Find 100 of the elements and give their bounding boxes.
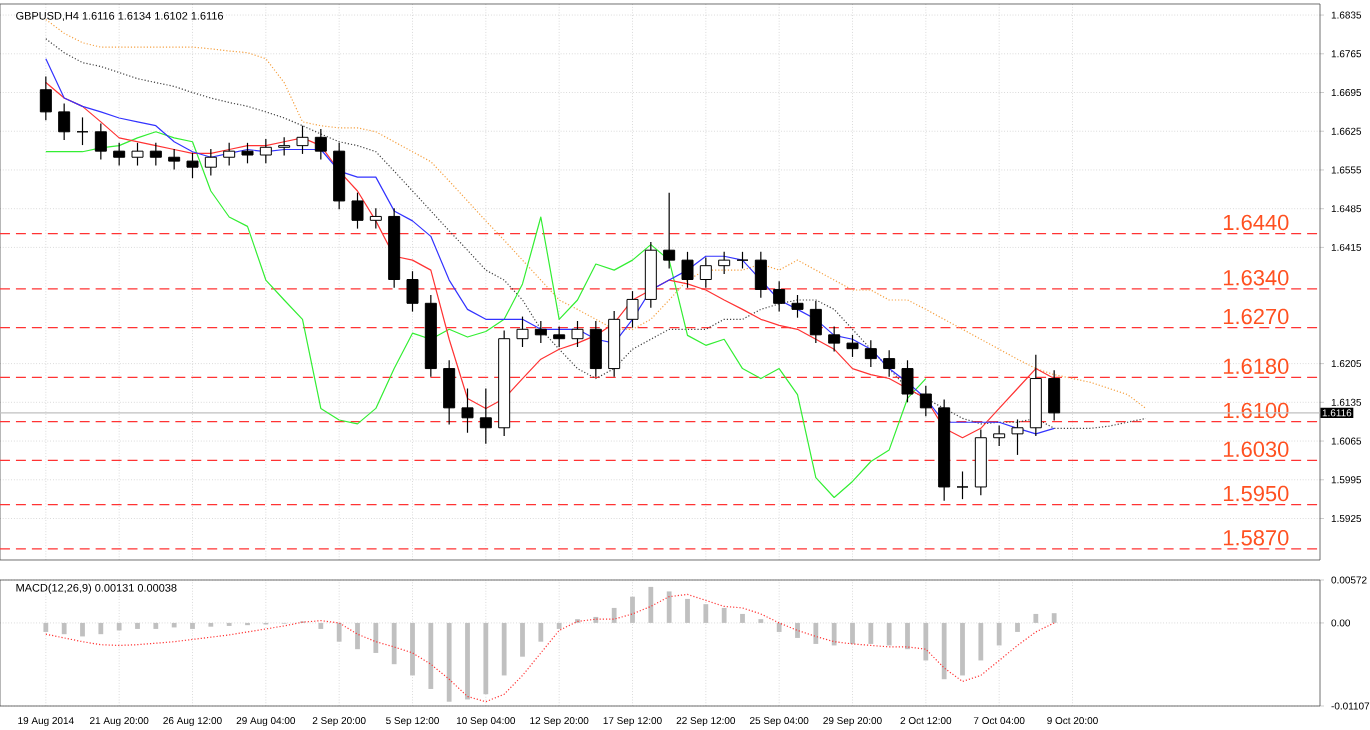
bar (410, 622, 415, 676)
candlestick (94, 122, 107, 161)
bar (850, 622, 855, 644)
bar (520, 622, 525, 657)
bar (776, 622, 782, 632)
bar (685, 598, 690, 623)
candlestick (58, 102, 71, 141)
candlestick (589, 320, 602, 378)
candlestick (443, 359, 456, 426)
candlestick (516, 315, 529, 348)
bar (501, 622, 507, 676)
candlestick (993, 424, 1006, 447)
bar (355, 622, 360, 650)
candlestick (901, 359, 914, 403)
ref-line-label: 1.6030 (1223, 441, 1289, 458)
candlestick (754, 251, 767, 299)
bar (740, 613, 745, 623)
candlestick (113, 142, 126, 167)
ref-line-label: 1.6440 (1223, 214, 1289, 231)
bar (1033, 613, 1039, 623)
candlestick (351, 192, 364, 230)
bar (960, 622, 965, 676)
bar (813, 622, 819, 644)
candlestick (39, 75, 52, 121)
candlestick (168, 148, 181, 171)
bar (1051, 613, 1057, 623)
candlestick (846, 334, 859, 358)
candlestick (241, 142, 254, 164)
candlestick (773, 280, 786, 313)
bar (483, 622, 489, 695)
bar (465, 622, 470, 700)
bar (373, 622, 379, 653)
bar (153, 622, 159, 629)
bar (593, 616, 599, 623)
bar (978, 622, 984, 661)
candlestick (956, 470, 969, 500)
bar (336, 622, 342, 642)
candlestick (1048, 369, 1061, 422)
bar (703, 604, 709, 623)
candlestick (278, 136, 291, 157)
bar (721, 607, 727, 623)
bar (996, 622, 1002, 646)
candlestick (553, 325, 566, 348)
candlestick (571, 320, 584, 348)
candlestick (864, 339, 877, 368)
bar (116, 622, 122, 631)
candlestick (626, 290, 639, 329)
candlestick (699, 256, 712, 289)
candlestick (461, 387, 474, 434)
bar (556, 622, 562, 629)
bar (190, 622, 195, 629)
bar (611, 607, 617, 623)
candlestick (809, 300, 822, 344)
bar (171, 622, 177, 628)
bar (905, 622, 910, 650)
candlestick (204, 148, 217, 177)
candlestick (663, 192, 676, 270)
bar (886, 622, 892, 646)
candlestick (149, 142, 162, 167)
candlestick (791, 294, 804, 319)
bar (391, 622, 397, 665)
candlestick (828, 325, 841, 353)
bar (98, 622, 104, 635)
bar (630, 596, 635, 623)
candlestick (718, 251, 731, 275)
bar (446, 622, 452, 702)
candlestick (1011, 418, 1024, 456)
ref-line-label: 1.5870 (1223, 530, 1289, 546)
bar (868, 622, 874, 644)
bar (923, 622, 929, 661)
candlestick (296, 125, 309, 155)
candlestick (76, 116, 89, 146)
candlestick (919, 385, 932, 417)
bar (80, 622, 85, 637)
candlestick (479, 387, 492, 445)
candlestick (406, 270, 419, 313)
bar (61, 622, 67, 635)
bar (318, 622, 324, 629)
candlestick (369, 207, 382, 230)
bar (666, 591, 672, 623)
ref-line-label: 1.6100 (1223, 402, 1289, 419)
candlestick (314, 128, 327, 161)
ref-line-label: 1.5950 (1223, 485, 1289, 502)
candlestick (259, 138, 272, 164)
candlestick (186, 152, 199, 179)
candlestick (883, 349, 896, 378)
ref-line-label: 1.6180 (1223, 358, 1289, 375)
bar (831, 622, 837, 646)
bar (428, 622, 434, 689)
ref-line-label: 1.6270 (1223, 308, 1289, 325)
candlestick (534, 320, 547, 344)
candlestick (131, 142, 144, 167)
bar (538, 622, 544, 642)
bar (941, 622, 947, 680)
bar (648, 586, 654, 623)
bar (1015, 622, 1020, 632)
candlestick (681, 251, 694, 289)
candlestick (223, 142, 236, 167)
bar (795, 622, 800, 638)
bar (135, 622, 140, 629)
